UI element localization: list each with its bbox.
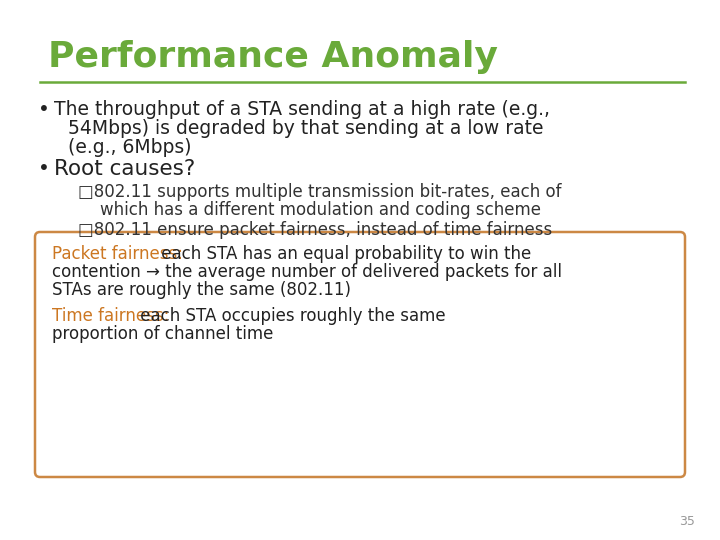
Text: contention → the average number of delivered packets for all: contention → the average number of deliv… [52,263,562,281]
Text: Time fairness:: Time fairness: [52,307,169,325]
Text: STAs are roughly the same (802.11): STAs are roughly the same (802.11) [52,281,351,299]
Text: (e.g., 6Mbps): (e.g., 6Mbps) [68,138,192,157]
Text: 54Mbps) is degraded by that sending at a low rate: 54Mbps) is degraded by that sending at a… [68,119,544,138]
Text: each STA has an equal probability to win the: each STA has an equal probability to win… [156,245,531,263]
Text: Root causes?: Root causes? [54,159,195,179]
Text: □802.11 ensure packet fairness, instead of time fairness: □802.11 ensure packet fairness, instead … [78,221,552,239]
Text: 35: 35 [679,515,695,528]
Text: Performance Anomaly: Performance Anomaly [48,40,498,74]
Text: which has a different modulation and coding scheme: which has a different modulation and cod… [100,201,541,219]
Text: •: • [38,100,50,119]
Text: □802.11 supports multiple transmission bit-rates, each of: □802.11 supports multiple transmission b… [78,183,562,201]
Text: proportion of channel time: proportion of channel time [52,325,274,343]
Text: The throughput of a STA sending at a high rate (e.g.,: The throughput of a STA sending at a hig… [54,100,550,119]
FancyBboxPatch shape [35,232,685,477]
Text: each STA occupies roughly the same: each STA occupies roughly the same [135,307,446,325]
Text: Packet fairness:: Packet fairness: [52,245,183,263]
Text: •: • [38,159,50,178]
